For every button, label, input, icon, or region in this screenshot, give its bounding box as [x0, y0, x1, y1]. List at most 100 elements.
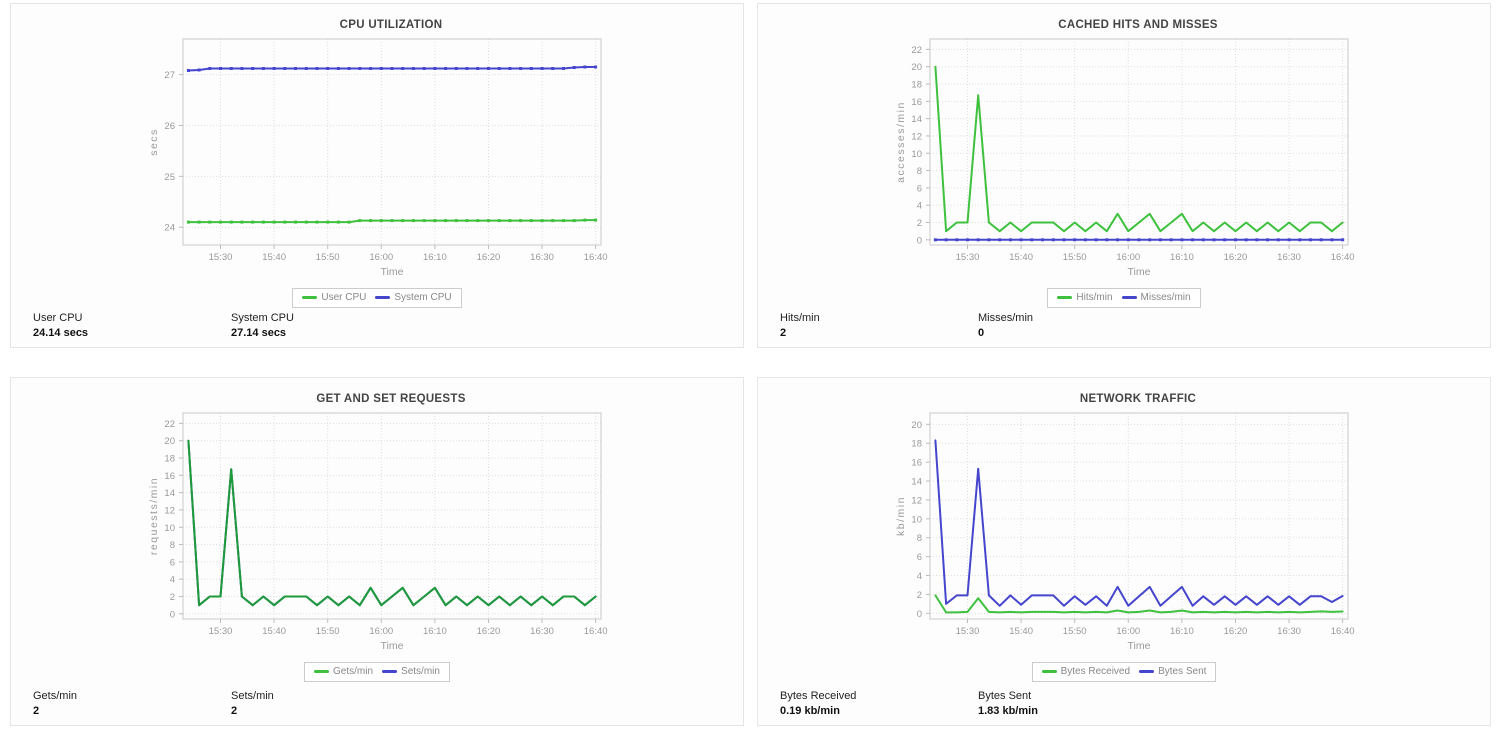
svg-text:14: 14: [911, 114, 922, 125]
stat-label: Bytes Received: [780, 690, 857, 702]
svg-text:18: 18: [911, 80, 922, 91]
svg-text:16:30: 16:30: [1277, 252, 1301, 263]
svg-text:16:30: 16:30: [1277, 626, 1301, 637]
panel-stats: Bytes Received 0.19 kb/min Bytes Sent 1.…: [758, 690, 1490, 725]
stat-value: 0: [978, 327, 985, 339]
legend-item-bytes-received[interactable]: Bytes Received: [1041, 666, 1131, 677]
panel-stats: Gets/min 2 Sets/min 2: [11, 690, 743, 725]
legend-label: Gets/min: [333, 666, 374, 677]
svg-text:15:50: 15:50: [316, 626, 340, 637]
svg-text:12: 12: [911, 495, 922, 506]
stat-bytes-received: Bytes Received 0.19 kb/min: [780, 690, 978, 717]
stat-label: Misses/min: [978, 312, 1034, 324]
svg-text:16:10: 16:10: [423, 626, 447, 637]
stat-label: System CPU: [231, 312, 294, 324]
svg-text:16:00: 16:00: [1116, 252, 1140, 263]
svg-text:10: 10: [164, 523, 175, 534]
legend-label: Bytes Sent: [1158, 666, 1207, 677]
legend-swatch: [382, 670, 398, 673]
svg-text:6: 6: [917, 552, 922, 563]
svg-text:Time: Time: [1128, 640, 1151, 652]
svg-text:16:30: 16:30: [530, 626, 554, 637]
svg-text:15:40: 15:40: [1009, 626, 1033, 637]
legend-item-bytes-sent[interactable]: Bytes Sent: [1139, 666, 1206, 677]
legend-label: Bytes Received: [1060, 666, 1131, 677]
svg-text:16:40: 16:40: [584, 626, 608, 637]
svg-text:6: 6: [917, 183, 922, 194]
svg-text:2: 2: [170, 592, 175, 603]
svg-text:8: 8: [917, 166, 922, 177]
panel-stats: Hits/min 2 Misses/min 0: [758, 312, 1490, 347]
svg-text:16:40: 16:40: [1331, 626, 1355, 637]
chart-legend: Bytes Received Bytes Sent: [1031, 662, 1217, 682]
svg-text:16:10: 16:10: [1170, 252, 1194, 263]
legend-item-sets[interactable]: Sets/min: [382, 666, 440, 677]
svg-text:15:50: 15:50: [1063, 626, 1087, 637]
legend-item-user-cpu[interactable]: User CPU: [302, 292, 366, 303]
svg-text:16:00: 16:00: [369, 252, 393, 263]
legend-item-hits[interactable]: Hits/min: [1057, 292, 1113, 303]
legend-item-gets[interactable]: Gets/min: [314, 666, 373, 677]
svg-text:Time: Time: [381, 640, 404, 652]
stat-value: 1.83 kb/min: [978, 705, 1038, 717]
svg-text:15:30: 15:30: [956, 626, 980, 637]
legend-item-misses[interactable]: Misses/min: [1121, 292, 1191, 303]
svg-text:16:20: 16:20: [1224, 626, 1248, 637]
chart-panel-cached-hits-and-misses: CACHED HITS AND MISSES 0 2 4 6 8 10 12 14 16 18 20…: [757, 3, 1491, 348]
cpu-utilization-line-chart: 24 25 26 27 15:30 15:40 15:50 16:00 16:10 16:20 16…: [11, 33, 743, 284]
svg-text:18: 18: [164, 454, 175, 465]
legend-swatch: [302, 296, 318, 299]
stat-hits: Hits/min 2: [780, 312, 978, 339]
get-set-requests-line-chart: 0 2 4 6 8 10 12 14 16 18 20 22 15:30 15:40 15:50 16:00 1…: [11, 407, 743, 658]
svg-text:2: 2: [917, 590, 922, 601]
legend-swatch: [1057, 296, 1073, 299]
svg-text:25: 25: [164, 172, 175, 183]
chart-panel-cpu-utilization: CPU UTILIZATION 24 25 26 27 15:30 15:40 15:50 1…: [10, 3, 744, 348]
svg-text:0: 0: [917, 609, 922, 620]
svg-text:18: 18: [911, 439, 922, 450]
svg-text:15:40: 15:40: [1009, 252, 1033, 263]
svg-text:Time: Time: [1128, 266, 1151, 278]
stat-value: 27.14 secs: [231, 327, 287, 339]
svg-text:15:40: 15:40: [262, 252, 286, 263]
svg-text:10: 10: [911, 149, 922, 160]
svg-text:16:30: 16:30: [530, 252, 554, 263]
panel-title: CACHED HITS AND MISSES: [1058, 19, 1218, 31]
chart-panel-get-and-set-requests: GET AND SET REQUESTS 0 2 4 6 8 10 12 14 16 18 20 22…: [10, 377, 744, 726]
stat-bytes-sent: Bytes Sent 1.83 kb/min: [978, 690, 1176, 717]
svg-text:4: 4: [917, 571, 922, 582]
svg-text:requests/min: requests/min: [148, 477, 160, 555]
stat-misses: Misses/min 0: [978, 312, 1176, 339]
svg-text:16:40: 16:40: [584, 252, 608, 263]
legend-swatch: [1041, 670, 1057, 673]
stat-value: 2: [33, 705, 40, 717]
stat-label: User CPU: [33, 312, 83, 324]
svg-text:accesses/min: accesses/min: [895, 101, 907, 183]
stat-value: 24.14 secs: [33, 327, 89, 339]
network-traffic-line-chart: 0 2 4 6 8 10 12 14 16 18 20 15:30 15:40 15:50 16:00 16:…: [758, 407, 1490, 658]
svg-text:8: 8: [917, 533, 922, 544]
stat-value: 2: [231, 705, 238, 717]
svg-text:16:00: 16:00: [369, 626, 393, 637]
stat-value: 2: [780, 327, 787, 339]
dashboard-grid: CPU UTILIZATION 24 25 26 27 15:30 15:40 15:50 1…: [10, 3, 1491, 726]
svg-text:15:40: 15:40: [262, 626, 286, 637]
svg-text:20: 20: [911, 420, 922, 431]
svg-text:10: 10: [911, 514, 922, 525]
legend-item-system-cpu[interactable]: System CPU: [375, 292, 452, 303]
stat-gets: Gets/min 2: [33, 690, 231, 717]
svg-text:14: 14: [164, 488, 175, 499]
panel-title: CPU UTILIZATION: [339, 19, 443, 31]
stat-label: Gets/min: [33, 690, 78, 702]
svg-text:16:20: 16:20: [477, 626, 501, 637]
svg-text:secs: secs: [148, 128, 160, 156]
svg-text:20: 20: [911, 62, 922, 73]
svg-text:kb/min: kb/min: [895, 496, 907, 536]
stat-value: 0.19 kb/min: [780, 705, 840, 717]
svg-text:16:10: 16:10: [1170, 626, 1194, 637]
svg-text:Time: Time: [381, 266, 404, 278]
svg-text:16:20: 16:20: [477, 252, 501, 263]
stat-label: Sets/min: [231, 690, 274, 702]
cached-hits-misses-line-chart: 0 2 4 6 8 10 12 14 16 18 20 22 15:30 15:40 15:50 16:00 1…: [758, 33, 1490, 284]
svg-text:16:40: 16:40: [1331, 252, 1355, 263]
